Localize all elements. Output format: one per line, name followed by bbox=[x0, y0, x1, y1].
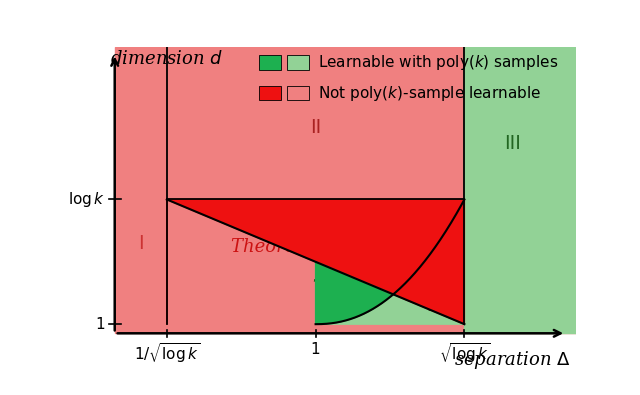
Polygon shape bbox=[316, 262, 465, 324]
Text: $\log k$: $\log k$ bbox=[68, 190, 105, 209]
Text: Not poly$(k)$-sample learnable: Not poly$(k)$-sample learnable bbox=[317, 83, 541, 103]
Text: IV: IV bbox=[426, 297, 444, 315]
Bar bbox=[259, 55, 281, 70]
Text: $\sqrt{\log k}$: $\sqrt{\log k}$ bbox=[439, 341, 490, 365]
Polygon shape bbox=[316, 262, 394, 324]
Text: separation $\Delta$: separation $\Delta$ bbox=[454, 348, 571, 371]
Polygon shape bbox=[167, 199, 465, 324]
Bar bbox=[287, 55, 309, 70]
Text: $1$: $1$ bbox=[95, 316, 105, 332]
Text: $1/\sqrt{\log k}$: $1/\sqrt{\log k}$ bbox=[134, 341, 200, 365]
Text: Learnable with poly$(k)$ samples: Learnable with poly$(k)$ samples bbox=[317, 53, 558, 72]
Polygon shape bbox=[465, 47, 576, 333]
Text: II: II bbox=[310, 118, 321, 137]
Text: III: III bbox=[504, 134, 521, 153]
Text: $1$: $1$ bbox=[310, 341, 321, 357]
Text: I: I bbox=[138, 234, 143, 253]
Text: dimension $d$: dimension $d$ bbox=[110, 51, 223, 68]
Bar bbox=[259, 86, 281, 100]
Text: Theorem 2: Theorem 2 bbox=[230, 238, 329, 256]
Polygon shape bbox=[115, 47, 576, 333]
Bar bbox=[287, 86, 309, 100]
Text: Theorem 1: Theorem 1 bbox=[313, 278, 404, 295]
